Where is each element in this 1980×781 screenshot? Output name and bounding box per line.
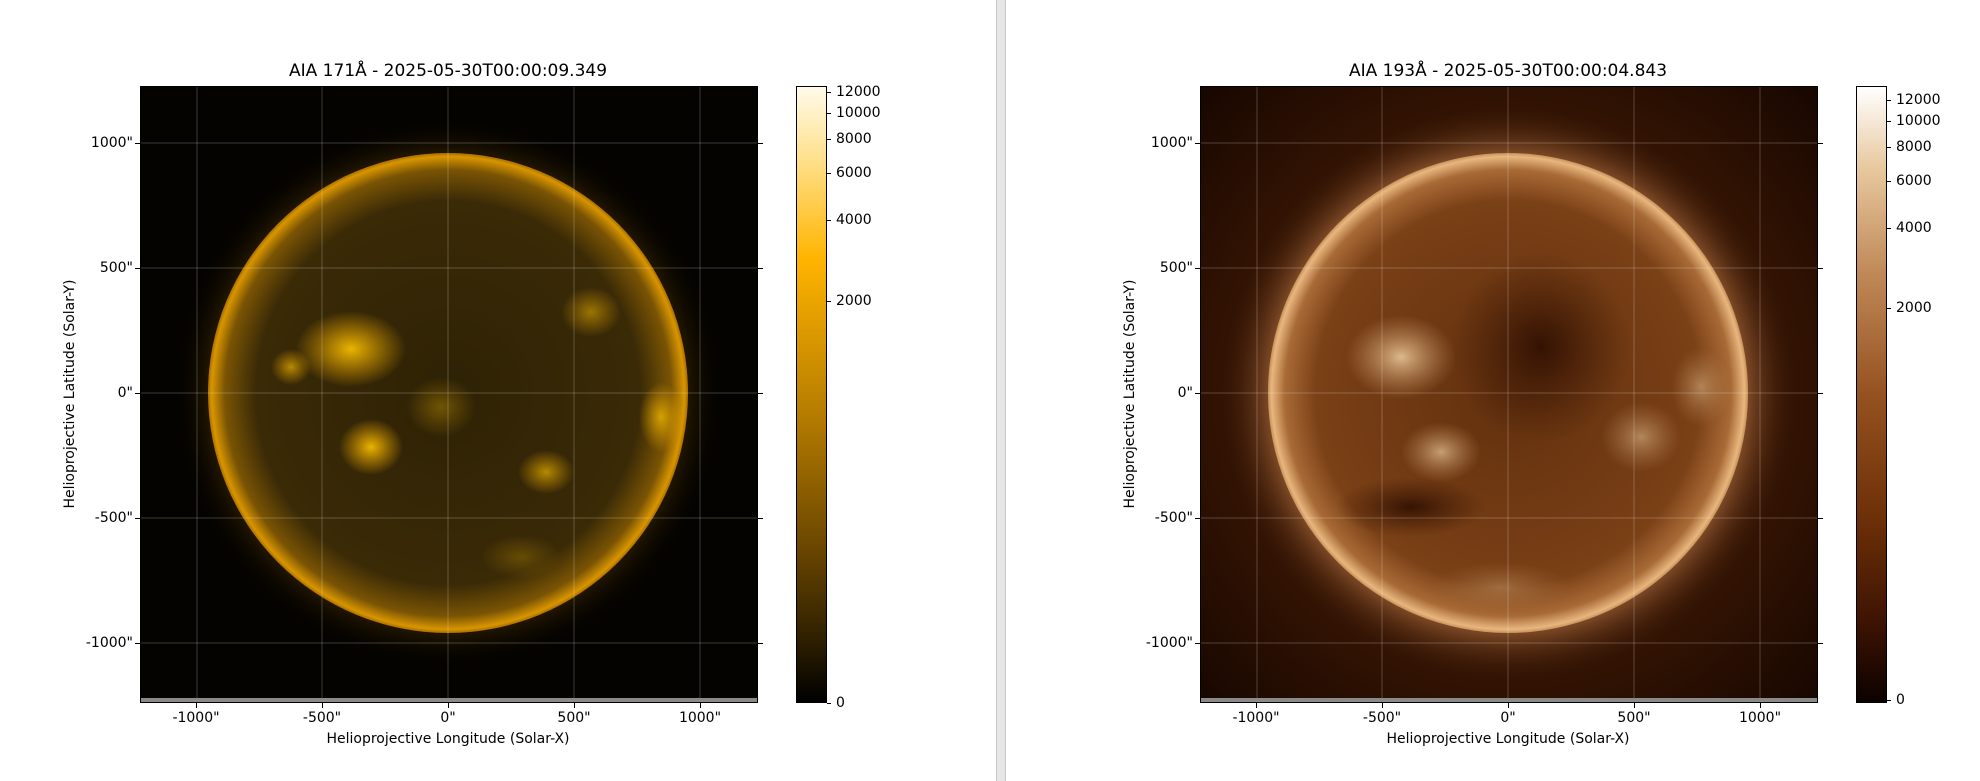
y-tick-label: 0" bbox=[1177, 385, 1193, 401]
colorbar-tick-label: 12000 bbox=[1896, 92, 1941, 108]
y-tick-label: 1000" bbox=[1150, 135, 1193, 151]
colorbar-tick-label: 4000 bbox=[1896, 220, 1932, 236]
y-tick-label: -500" bbox=[1154, 510, 1193, 526]
colorbar-171 bbox=[796, 86, 827, 703]
x-axis-label: Helioprojective Longitude (Solar-X) bbox=[326, 731, 570, 747]
y-tick-label: -1000" bbox=[1145, 635, 1193, 651]
x-tick-label: 0" bbox=[440, 710, 456, 726]
colorbar-tick-label: 2000 bbox=[1896, 300, 1932, 316]
y-tick-label: 1000" bbox=[90, 135, 133, 151]
x-tick-label: -1000" bbox=[1232, 710, 1280, 726]
x-tick-label: -500" bbox=[302, 710, 342, 726]
colorbar-tick-label: 10000 bbox=[836, 105, 881, 121]
y-tick-label: 500" bbox=[99, 260, 133, 276]
colorbar-193 bbox=[1856, 86, 1887, 703]
y-tick-label: 0" bbox=[117, 385, 133, 401]
colorbar-tick-label: 2000 bbox=[836, 293, 872, 309]
plot-title: AIA 193Å - 2025-05-30T00:00:04.843 bbox=[1348, 61, 1668, 81]
y-tick-label: -1000" bbox=[85, 635, 133, 651]
x-tick-label: 1000" bbox=[1738, 710, 1782, 726]
x-tick-label: 500" bbox=[557, 710, 591, 726]
colorbar-tick-label: 6000 bbox=[1896, 173, 1932, 189]
x-axis-label: Helioprojective Longitude (Solar-X) bbox=[1386, 731, 1630, 747]
y-axis-label: Helioprojective Latitude (Solar-Y) bbox=[1122, 279, 1138, 509]
colorbar-tick-label: 8000 bbox=[836, 131, 872, 147]
panel-divider[interactable] bbox=[996, 0, 1006, 781]
y-tick-label: -500" bbox=[94, 510, 133, 526]
aia-193-panel: AIA 193Å - 2025-05-30T00:00:04.843 bbox=[1060, 0, 1980, 781]
colorbar-tick-label: 10000 bbox=[1896, 113, 1941, 129]
x-tick-label: 500" bbox=[1617, 710, 1651, 726]
x-tick-label: -500" bbox=[1362, 710, 1402, 726]
colorbar-tick-label: 0 bbox=[836, 695, 845, 711]
x-tick-label: -1000" bbox=[172, 710, 220, 726]
x-tick-label: 1000" bbox=[678, 710, 722, 726]
colorbar-tick-label: 12000 bbox=[836, 84, 881, 100]
y-tick-label: 500" bbox=[1159, 260, 1193, 276]
colorbar-tick-label: 6000 bbox=[836, 165, 872, 181]
y-axis-label: Helioprojective Latitude (Solar-Y) bbox=[62, 279, 78, 509]
solar-image-193 bbox=[1200, 86, 1818, 703]
colorbar-tick-label: 8000 bbox=[1896, 139, 1932, 155]
plot-title: AIA 171Å - 2025-05-30T00:00:09.349 bbox=[288, 61, 608, 81]
colorbar-tick-label: 0 bbox=[1896, 692, 1905, 708]
aia-171-panel: AIA 171Å - 2025-05-30T00:00:09.349 bbox=[62, 61, 881, 747]
colorbar-tick-label: 4000 bbox=[836, 212, 872, 228]
x-tick-label: 0" bbox=[1500, 710, 1516, 726]
solar-image-171 bbox=[140, 86, 758, 703]
